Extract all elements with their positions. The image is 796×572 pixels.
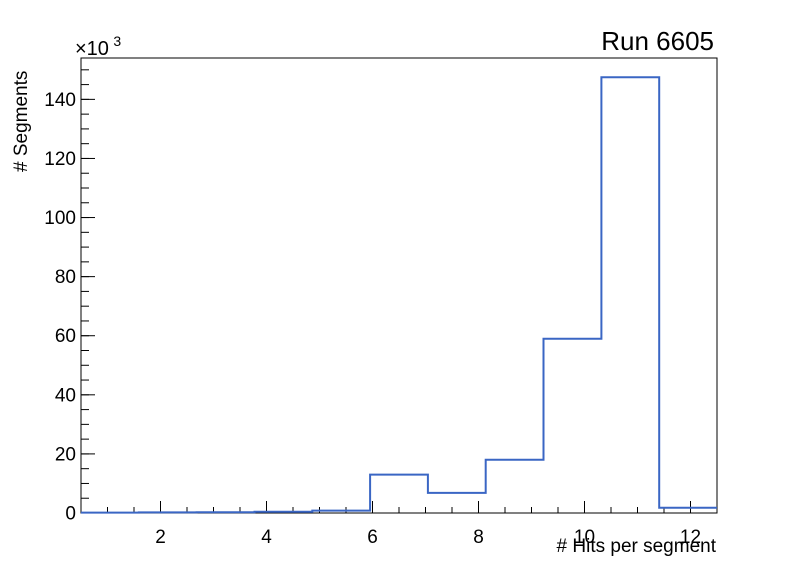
y-tick-label: 0 xyxy=(65,504,76,525)
y-axis-exponent-superscript: 3 xyxy=(113,33,121,49)
y-tick-label: 60 xyxy=(55,326,76,347)
x-tick-label: 12 xyxy=(680,527,701,548)
y-axis-title: # Segments xyxy=(11,71,32,172)
y-axis-exponent-base: ×10 xyxy=(75,38,109,60)
y-tick-label: 40 xyxy=(55,385,76,406)
y-axis-exponent: ×10 3 xyxy=(75,33,121,60)
x-tick-label: 10 xyxy=(574,527,595,548)
y-tick-label: 100 xyxy=(44,208,76,229)
histogram-line xyxy=(81,76,717,514)
x-tick-label: 2 xyxy=(155,527,166,548)
y-tick-label: 140 xyxy=(44,90,76,111)
y-tick-label: 20 xyxy=(55,444,76,465)
axis-ticks xyxy=(81,69,691,514)
y-tick-label: 80 xyxy=(55,267,76,288)
chart-title: Run 6605 xyxy=(601,26,714,56)
y-tick-label: 120 xyxy=(44,149,76,170)
histogram-series xyxy=(81,76,717,514)
plot-frame xyxy=(80,57,718,514)
x-tick-label: 8 xyxy=(473,527,484,548)
x-axis-title: # Hits per segment xyxy=(557,536,717,557)
x-tick-label: 6 xyxy=(367,527,378,548)
frame-border xyxy=(80,57,718,514)
x-tick-label: 4 xyxy=(261,527,272,548)
